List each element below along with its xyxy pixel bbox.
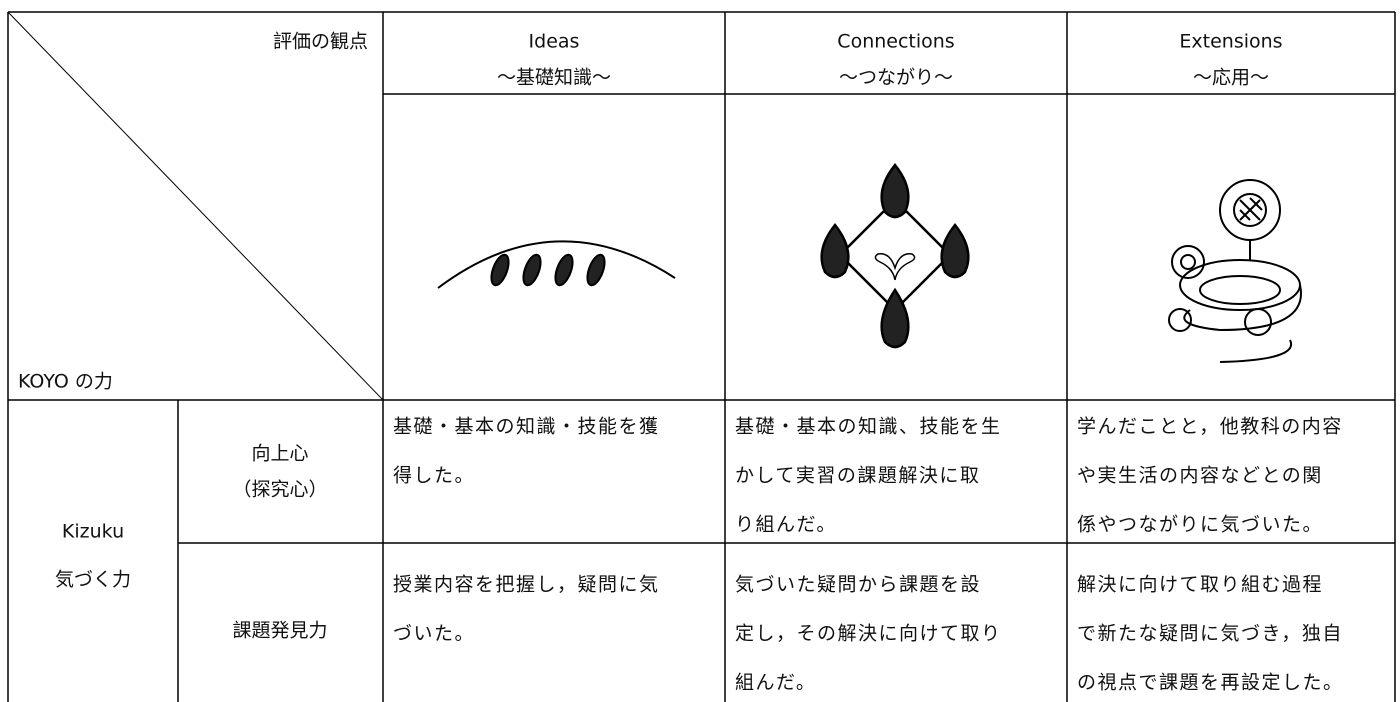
row-label: 向上心 bbox=[251, 442, 309, 464]
column-title: Ideas bbox=[528, 30, 580, 53]
row-label: 課題発見力 bbox=[232, 619, 328, 641]
cell-text: 授業内容を把握し，疑問に気 bbox=[393, 573, 660, 596]
cell-text: 組んだ。 bbox=[735, 671, 817, 694]
group-name-ja: 気づく力 bbox=[54, 568, 132, 591]
connections-illustration bbox=[820, 162, 970, 349]
cell-text: で新たな疑問に気づき，独自 bbox=[1077, 622, 1343, 645]
ability-label: KOYO の力 bbox=[18, 370, 113, 393]
column-subtitle: ～応用～ bbox=[1192, 66, 1270, 89]
cell-text: 得した。 bbox=[393, 464, 476, 487]
cell-text: 定し，その解決に向けて取り bbox=[735, 622, 1002, 645]
cell-text: 係やつながりに気づいた。 bbox=[1077, 513, 1324, 536]
extensions-illustration bbox=[1168, 179, 1302, 363]
criteria-label: 評価の観点 bbox=[272, 30, 368, 53]
cell-text: や実生活の内容などとの関 bbox=[1077, 464, 1323, 487]
cell-text: 基礎・基本の知識、技能を生 bbox=[735, 415, 1002, 438]
column-subtitle: ～基礎知識～ bbox=[496, 66, 612, 89]
cell-text: かして実習の課題解決に取 bbox=[735, 464, 981, 487]
cell-text: り組んだ。 bbox=[735, 513, 837, 536]
row-label: （探究心） bbox=[232, 478, 328, 500]
group-name: Kizuku bbox=[61, 520, 125, 543]
cell-text: の視点で課題を再設定した。 bbox=[1077, 671, 1344, 694]
cell-text: 学んだことと，他教科の内容 bbox=[1077, 415, 1343, 438]
column-subtitle: ～つながり～ bbox=[838, 66, 954, 89]
cell-text: 気づいた疑問から課題を設 bbox=[735, 573, 982, 596]
column-title: Extensions bbox=[1179, 30, 1283, 53]
ideas-illustration bbox=[437, 240, 676, 289]
column-title: Connections bbox=[837, 30, 955, 53]
cell-text: 解決に向けて取り組む過程 bbox=[1077, 573, 1324, 596]
cell-text: づいた。 bbox=[393, 622, 476, 645]
cell-text: 基礎・基本の知識・技能を獲 bbox=[393, 415, 660, 438]
